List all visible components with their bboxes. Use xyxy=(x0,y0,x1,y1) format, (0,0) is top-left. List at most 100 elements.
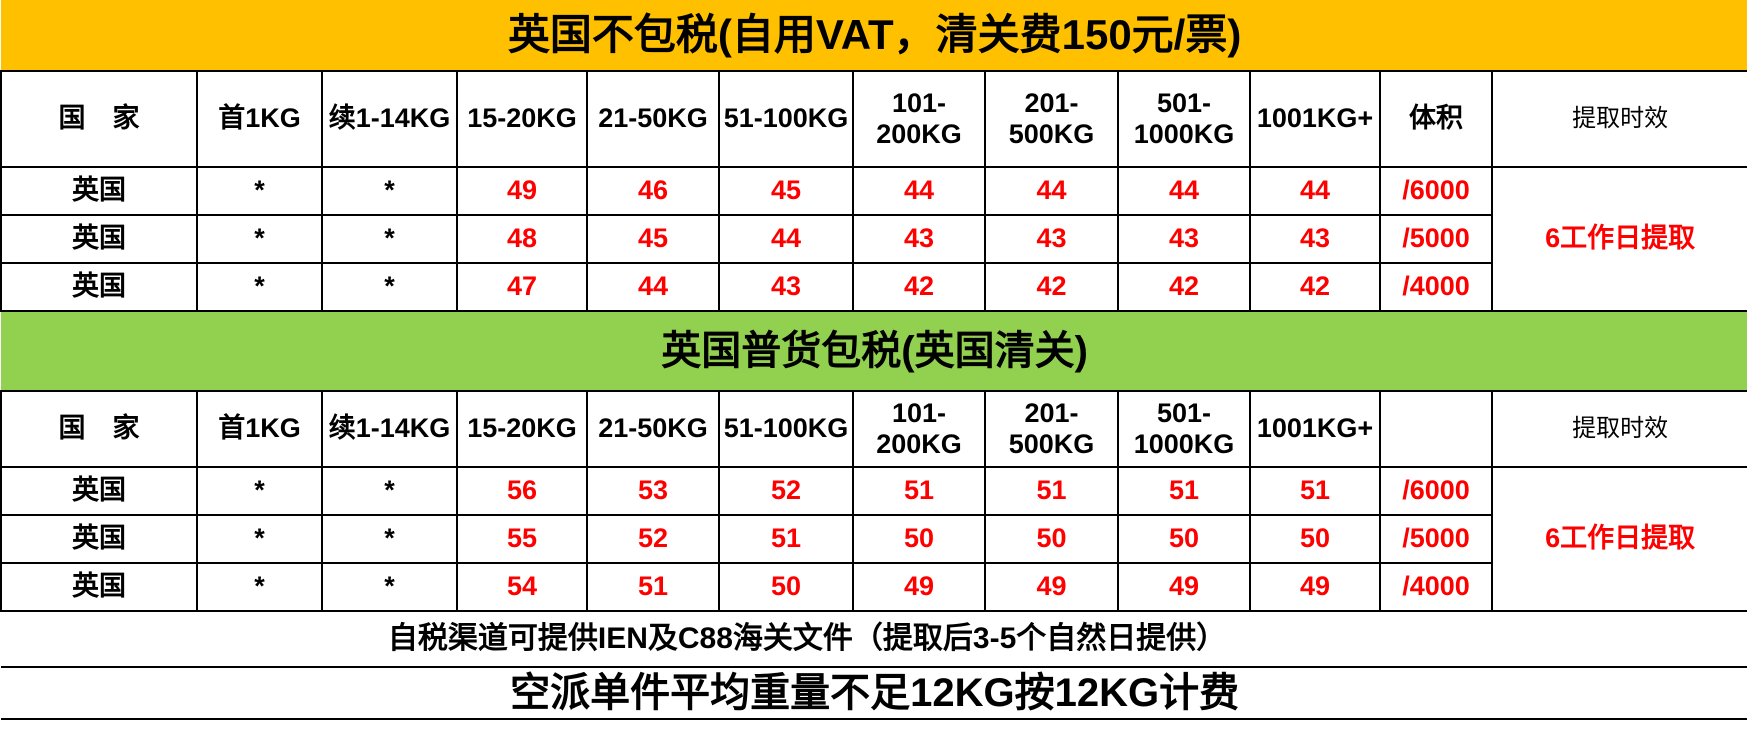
volume-cell: /5000 xyxy=(1379,214,1493,264)
rate-cell: 42 xyxy=(1249,262,1381,312)
country-cell: 英国 xyxy=(0,262,198,312)
rate-cell: 43 xyxy=(984,214,1119,264)
rate-cell: 45 xyxy=(718,166,854,216)
country-cell: 英国 xyxy=(0,466,198,516)
rate-cell: 51 xyxy=(1249,466,1381,516)
rate-cell: 44 xyxy=(852,166,986,216)
rate-cell: 48 xyxy=(456,214,588,264)
rate-cell: 56 xyxy=(456,466,588,516)
col-header-101-200kg: 101-200KG xyxy=(852,70,986,168)
untaxed-header-row: 国 家 首1KG 续1-14KG 15-20KG 21-50KG 51-100K… xyxy=(0,70,1747,168)
rate-cell: 44 xyxy=(718,214,854,264)
first-kg-cell: * xyxy=(196,166,323,216)
rate-cell: 42 xyxy=(852,262,986,312)
first-kg-cell: * xyxy=(196,514,323,564)
rate-cell: 42 xyxy=(984,262,1119,312)
col-header-201-500kg: 201-500KG xyxy=(984,390,1119,468)
taxed-header-row: 国 家 首1KG 续1-14KG 15-20KG 21-50KG 51-100K… xyxy=(0,390,1747,468)
cont-kg-cell: * xyxy=(321,514,458,564)
note-min-billing-weight: 空派单件平均重量不足12KG按12KG计费 xyxy=(1,666,1747,720)
rate-cell: 50 xyxy=(1249,514,1381,564)
rate-cell: 42 xyxy=(1117,262,1251,312)
country-cell: 英国 xyxy=(0,166,198,216)
col-header-cont-1-14kg: 续1-14KG xyxy=(321,70,458,168)
rate-cell: 53 xyxy=(586,466,720,516)
rate-cell: 51 xyxy=(852,466,986,516)
rate-cell: 43 xyxy=(718,262,854,312)
taxed-banner-row: 英国普货包税(英国清关) xyxy=(1,311,1747,391)
rate-cell: 49 xyxy=(1117,562,1251,612)
col-header-51-100kg: 51-100KG xyxy=(718,70,854,168)
col-header-15-20kg: 15-20KG xyxy=(456,70,588,168)
rate-cell: 44 xyxy=(586,262,720,312)
col-header-51-100kg: 51-100KG xyxy=(718,390,854,468)
pickup-duration-cell: 6工作日提取 xyxy=(1490,166,1747,312)
note-row-min-weight: 空派单件平均重量不足12KG按12KG计费 xyxy=(1,666,1747,720)
col-header-pickup-time: 提取时效 xyxy=(1490,390,1747,468)
rate-cell: 50 xyxy=(1117,514,1251,564)
rates-table: 英国不包税(自用VAT，清关费150元/票) 国 家 首1KG 续1-14KG … xyxy=(0,0,1747,720)
rate-cell: 51 xyxy=(984,466,1119,516)
col-header-201-500kg: 201-500KG xyxy=(984,70,1119,168)
rate-cell: 52 xyxy=(586,514,720,564)
rate-cell: 43 xyxy=(1249,214,1381,264)
cont-kg-cell: * xyxy=(321,262,458,312)
volume-cell: /5000 xyxy=(1379,514,1493,564)
cont-kg-cell: * xyxy=(321,562,458,612)
rate-cell: 51 xyxy=(718,514,854,564)
rate-sheet: 英国不包税(自用VAT，清关费150元/票) 国 家 首1KG 续1-14KG … xyxy=(0,0,1747,720)
rate-cell: 46 xyxy=(586,166,720,216)
rate-cell: 54 xyxy=(456,562,588,612)
volume-cell: /6000 xyxy=(1379,166,1493,216)
first-kg-cell: * xyxy=(196,214,323,264)
col-header-21-50kg: 21-50KG xyxy=(586,390,720,468)
first-kg-cell: * xyxy=(196,562,323,612)
col-header-1001kg-plus: 1001KG+ xyxy=(1249,70,1381,168)
col-header-first-1kg: 首1KG xyxy=(196,390,323,468)
volume-cell: /4000 xyxy=(1379,262,1493,312)
rate-cell: 50 xyxy=(852,514,986,564)
col-header-volume: 体积 xyxy=(1379,70,1493,168)
col-header-501-1000kg: 501-1000KG xyxy=(1117,70,1251,168)
first-kg-cell: * xyxy=(196,466,323,516)
rate-cell: 49 xyxy=(984,562,1119,612)
col-header-501-1000kg: 501-1000KG xyxy=(1117,390,1251,468)
cont-kg-cell: * xyxy=(321,466,458,516)
rate-cell: 52 xyxy=(718,466,854,516)
col-header-1001kg-plus: 1001KG+ xyxy=(1249,390,1381,468)
rate-cell: 49 xyxy=(456,166,588,216)
rate-cell: 44 xyxy=(984,166,1119,216)
rate-cell: 50 xyxy=(984,514,1119,564)
note-customs-documents: 自税渠道可提供IEN及C88海关文件（提取后3-5个自然日提供） xyxy=(1,610,1747,668)
rate-cell: 49 xyxy=(1249,562,1381,612)
col-header-country: 国 家 xyxy=(0,390,198,468)
cont-kg-cell: * xyxy=(321,214,458,264)
pickup-duration-cell: 6工作日提取 xyxy=(1490,466,1747,612)
taxed-row-1: 英国 * * 56 53 52 51 51 51 51 /6000 6工作日提取 xyxy=(0,466,1747,612)
rate-cell: 43 xyxy=(852,214,986,264)
rate-cell: 50 xyxy=(718,562,854,612)
rate-cell: 45 xyxy=(586,214,720,264)
col-header-101-200kg: 101-200KG xyxy=(852,390,986,468)
rate-cell: 44 xyxy=(1249,166,1381,216)
taxed-row-3: 英国 * * 54 51 50 49 49 49 49 /4000 xyxy=(0,562,1747,612)
col-header-volume-empty xyxy=(1379,390,1493,468)
rate-cell: 43 xyxy=(1117,214,1251,264)
col-header-country: 国 家 xyxy=(0,70,198,168)
rate-cell: 51 xyxy=(586,562,720,612)
rate-cell: 47 xyxy=(456,262,588,312)
col-header-15-20kg: 15-20KG xyxy=(456,390,588,468)
rate-cell: 55 xyxy=(456,514,588,564)
country-cell: 英国 xyxy=(0,214,198,264)
untaxed-row-3: 英国 * * 47 44 43 42 42 42 42 /4000 xyxy=(0,262,1747,312)
section-title-untaxed: 英国不包税(自用VAT，清关费150元/票) xyxy=(1,0,1747,71)
volume-cell: /4000 xyxy=(1379,562,1493,612)
country-cell: 英国 xyxy=(0,514,198,564)
untaxed-row-2: 英国 * * 48 45 44 43 43 43 43 /5000 xyxy=(0,214,1747,264)
first-kg-cell: * xyxy=(196,262,323,312)
untaxed-banner-row: 英国不包税(自用VAT，清关费150元/票) xyxy=(1,0,1747,71)
col-header-first-1kg: 首1KG xyxy=(196,70,323,168)
volume-cell: /6000 xyxy=(1379,466,1493,516)
col-header-cont-1-14kg: 续1-14KG xyxy=(321,390,458,468)
col-header-21-50kg: 21-50KG xyxy=(586,70,720,168)
